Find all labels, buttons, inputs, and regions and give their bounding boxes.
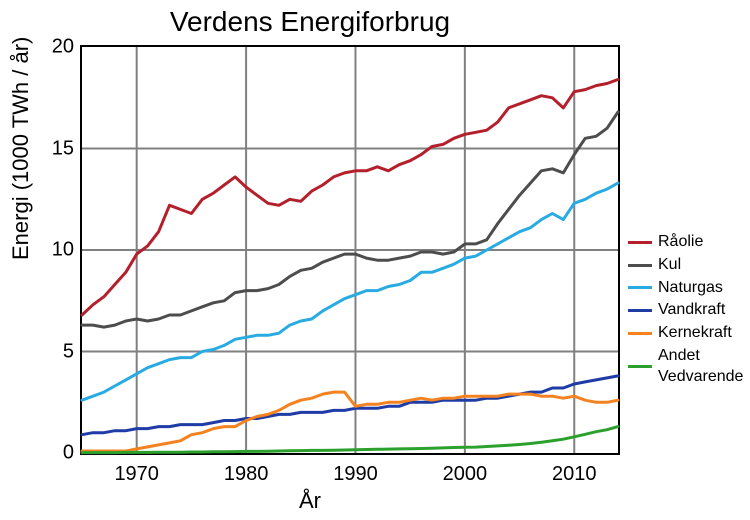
legend-row: Andet Vedvarende: [628, 346, 743, 388]
series-råolie: [82, 80, 618, 316]
y-axis-label: Energi (1000 TWh / år): [8, 37, 34, 260]
legend-row: Råolie: [628, 232, 743, 253]
ytick-label: 20: [52, 36, 74, 59]
xtick-label: 2000: [443, 463, 488, 486]
legend-label: Vandkraft: [658, 300, 725, 321]
legend: RåolieKulNaturgasVandkraftKernekraftAnde…: [628, 232, 743, 390]
legend-swatch: [628, 264, 652, 267]
legend-label: Råolie: [658, 232, 703, 253]
ytick-label: 5: [63, 340, 74, 363]
legend-swatch: [628, 365, 652, 368]
legend-swatch: [628, 241, 652, 244]
legend-label: Kernekraft: [658, 323, 732, 344]
ytick-label: 10: [52, 239, 74, 262]
legend-row: Naturgas: [628, 278, 743, 299]
xtick-label: 1990: [333, 463, 378, 486]
series-vandkraft: [82, 376, 618, 435]
legend-swatch: [628, 286, 652, 289]
ytick-label: 0: [63, 442, 74, 465]
legend-row: Kernekraft: [628, 323, 743, 344]
chart-title: Verdens Energiforbrug: [0, 6, 620, 38]
xtick-label: 2010: [552, 463, 597, 486]
legend-swatch: [628, 309, 652, 312]
plot-svg: [82, 47, 618, 453]
xtick-label: 1970: [114, 463, 159, 486]
legend-label: Naturgas: [658, 278, 723, 299]
legend-row: Vandkraft: [628, 300, 743, 321]
legend-label: Kul: [658, 255, 681, 276]
series-naturgas: [82, 183, 618, 400]
plot-area: 05101520 19701980199020002010: [80, 45, 620, 455]
xtick-label: 1980: [224, 463, 269, 486]
x-axis-label: År: [0, 488, 620, 514]
legend-row: Kul: [628, 255, 743, 276]
legend-swatch: [628, 332, 652, 335]
energy-chart: Verdens Energiforbrug Energi (1000 TWh /…: [0, 0, 750, 520]
ytick-label: 15: [52, 137, 74, 160]
series-andet-vedvarende: [82, 427, 618, 453]
legend-label: Andet Vedvarende: [658, 346, 743, 388]
